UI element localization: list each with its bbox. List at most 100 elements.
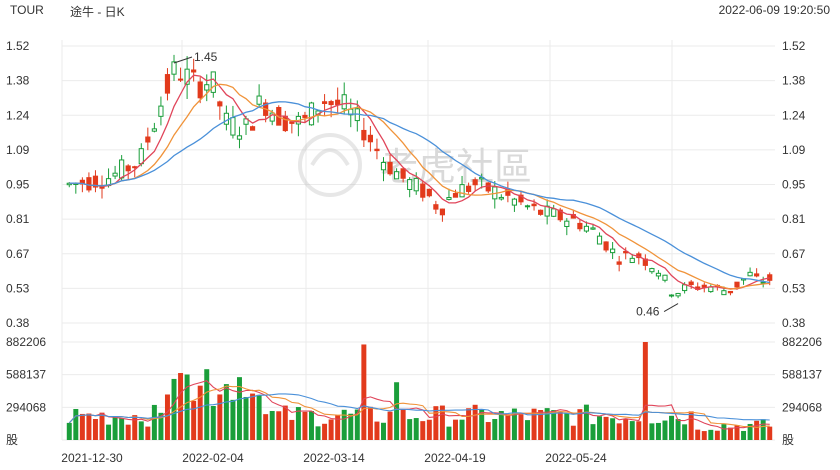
candle-body (596, 235, 603, 245)
volume-bar (616, 423, 622, 440)
candle-body (210, 71, 216, 93)
volume-bar (322, 423, 328, 440)
candle-body (308, 102, 315, 126)
volume-bar (184, 374, 190, 440)
volume-bar (171, 378, 177, 440)
volume-bar (603, 416, 609, 440)
candle-body (518, 194, 524, 203)
price-y-tick-left: 1.52 (6, 39, 30, 53)
volume-y-tick-right: 294068 (782, 400, 822, 414)
volume-bar (295, 407, 301, 440)
low-annotation-label: 0.46 (636, 305, 660, 319)
volume-bar (544, 408, 550, 440)
volume-bar (754, 420, 760, 440)
volume-bar (151, 404, 157, 440)
candle-body (223, 112, 229, 125)
volume-bar (767, 426, 773, 440)
candle-body (649, 268, 655, 273)
volume-bar (466, 408, 472, 440)
volume-bar (400, 408, 406, 440)
volume-bar (629, 421, 635, 440)
chart-header: TOUR 途牛 - 日K 2022-06-09 19:20:50 (0, 0, 840, 24)
candle-body (217, 101, 223, 107)
candle-body (132, 166, 138, 169)
low-annotation-leader (663, 303, 679, 312)
volume-bar (145, 426, 151, 440)
volume-series (66, 342, 773, 440)
volume-bar (459, 419, 465, 440)
volume-bar (158, 412, 164, 440)
moving-average-lines (69, 74, 770, 291)
candle-body (616, 261, 622, 265)
volume-bar (682, 424, 688, 440)
volume-bar (518, 414, 524, 440)
volume-bar (551, 410, 557, 440)
candle-body (452, 193, 459, 198)
price-y-tick-left: 0.67 (6, 247, 30, 261)
candle-body (439, 208, 446, 216)
x-axis-tick: 2021-12-30 (61, 451, 123, 465)
candle-body (125, 165, 131, 172)
volume-bar (538, 410, 544, 440)
candle-body (610, 248, 616, 254)
volume-bar (642, 342, 648, 440)
volume-bar (636, 421, 642, 440)
candle-body (524, 205, 531, 208)
volume-bar (498, 411, 504, 440)
candle-body (590, 227, 596, 230)
volume-bar (492, 418, 498, 440)
price-y-tick-left: 0.38 (6, 316, 30, 330)
candle-body (230, 117, 236, 136)
volume-moving-average-lines (68, 380, 770, 430)
volume-bar (649, 423, 655, 440)
volume-bar (119, 418, 125, 440)
price-y-tick-left: 1.24 (6, 108, 30, 122)
volume-bar (250, 393, 256, 440)
candle-body (426, 188, 432, 197)
price-y-tick-right: 0.95 (782, 178, 806, 192)
volume-bar (335, 415, 341, 440)
volume-bar (453, 419, 458, 440)
candle-body (302, 114, 308, 118)
volume-bar (217, 394, 223, 440)
candle-body (321, 101, 328, 104)
volume-y-tick-right: 股 (782, 433, 794, 447)
candle-body (184, 68, 190, 85)
volume-y-tick-left: 588137 (6, 368, 46, 382)
price-y-tick-left: 0.95 (6, 178, 30, 192)
volume-bar (727, 427, 733, 440)
candle-body (236, 135, 243, 140)
candle-body (668, 294, 675, 297)
candle-body (191, 69, 197, 73)
candle-body (727, 290, 734, 294)
candle-body (446, 197, 452, 200)
stock-name: 途牛 - 日K (70, 5, 125, 19)
candle-body (688, 281, 694, 286)
volume-bar (289, 419, 295, 440)
volume-bar (282, 405, 288, 440)
candle-body (485, 182, 491, 192)
volume-bar (525, 420, 531, 440)
candle-body (583, 225, 590, 232)
candle-body (328, 101, 334, 106)
candle-body (760, 281, 766, 284)
candle-body (413, 177, 419, 192)
candle-body (92, 175, 99, 188)
volume-bar (132, 415, 138, 440)
volume-bar (66, 422, 72, 440)
candle-body (341, 94, 347, 110)
candle-body (249, 126, 256, 131)
candle-body (603, 241, 609, 251)
volume-ma5-line (68, 380, 770, 430)
volume-bar (276, 411, 282, 440)
candle-body (531, 203, 537, 207)
candle-body (747, 271, 753, 277)
volume-bar (505, 414, 511, 440)
volume-y-tick-left: 882206 (6, 335, 46, 349)
high-annotation-label: 1.45 (194, 50, 218, 64)
candle-body (564, 220, 570, 227)
candle-body (466, 185, 472, 192)
candle-body (387, 161, 393, 175)
volume-bar (308, 411, 314, 440)
volume-bar (446, 426, 452, 440)
